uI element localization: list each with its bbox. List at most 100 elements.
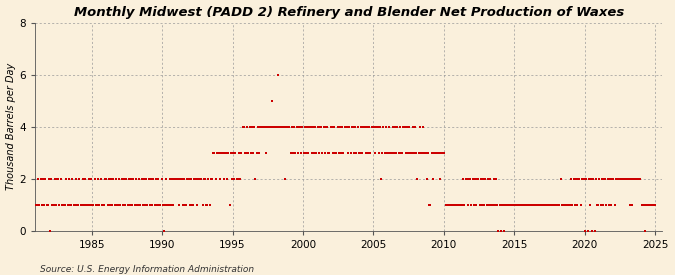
Point [379, 151, 390, 155]
Point [290, 151, 301, 155]
Point [227, 151, 238, 155]
Point [512, 203, 522, 207]
Point [492, 203, 503, 207]
Point [225, 151, 236, 155]
Point [359, 125, 370, 129]
Point [356, 125, 367, 129]
Point [635, 177, 646, 181]
Point [545, 203, 556, 207]
Point [587, 229, 597, 233]
Point [198, 177, 209, 181]
Point [630, 177, 641, 181]
Point [581, 177, 592, 181]
Point [384, 125, 395, 129]
Point [40, 177, 51, 181]
Point [256, 125, 267, 129]
Point [478, 177, 489, 181]
Point [51, 203, 61, 207]
Point [397, 151, 408, 155]
Point [477, 203, 487, 207]
Point [288, 151, 298, 155]
Point [461, 177, 472, 181]
Point [491, 177, 502, 181]
Point [641, 203, 651, 207]
Point [488, 177, 499, 181]
Point [299, 125, 310, 129]
Point [432, 151, 443, 155]
Point [33, 177, 44, 181]
Point [190, 177, 201, 181]
Point [246, 125, 257, 129]
Point [634, 177, 645, 181]
Point [48, 203, 59, 207]
Point [60, 203, 71, 207]
Point [561, 203, 572, 207]
Point [116, 177, 127, 181]
Point [70, 203, 80, 207]
Point [499, 229, 510, 233]
Point [505, 203, 516, 207]
Point [63, 177, 74, 181]
Point [162, 203, 173, 207]
Point [45, 229, 55, 233]
Point [155, 203, 166, 207]
Point [620, 177, 630, 181]
Point [493, 229, 504, 233]
Point [251, 151, 262, 155]
Point [434, 177, 445, 181]
Point [35, 177, 46, 181]
Point [494, 203, 505, 207]
Point [34, 203, 45, 207]
Point [224, 203, 235, 207]
Point [61, 177, 72, 181]
Point [608, 177, 619, 181]
Point [556, 177, 566, 181]
Point [352, 125, 363, 129]
Point [281, 125, 292, 129]
Point [205, 203, 215, 207]
Point [556, 203, 567, 207]
Point [92, 177, 103, 181]
Point [413, 151, 424, 155]
Point [551, 203, 562, 207]
Point [594, 177, 605, 181]
Point [191, 203, 202, 207]
Point [189, 177, 200, 181]
Point [387, 125, 398, 129]
Point [411, 151, 422, 155]
Point [451, 203, 462, 207]
Point [607, 177, 618, 181]
Point [497, 203, 508, 207]
Point [178, 177, 189, 181]
Point [57, 203, 68, 207]
Point [467, 177, 478, 181]
Point [286, 125, 297, 129]
Point [318, 125, 329, 129]
Point [86, 177, 97, 181]
Point [502, 203, 512, 207]
Point [573, 177, 584, 181]
Point [342, 125, 352, 129]
Point [475, 203, 485, 207]
Text: Source: U.S. Energy Information Administration: Source: U.S. Energy Information Administ… [40, 265, 254, 274]
Point [208, 151, 219, 155]
Point [429, 151, 440, 155]
Point [542, 203, 553, 207]
Point [621, 177, 632, 181]
Point [279, 177, 290, 181]
Point [588, 177, 599, 181]
Point [580, 229, 591, 233]
Point [196, 177, 207, 181]
Point [479, 203, 490, 207]
Point [553, 203, 564, 207]
Point [310, 125, 321, 129]
Point [132, 203, 142, 207]
Point [648, 203, 659, 207]
Point [344, 125, 355, 129]
Point [513, 203, 524, 207]
Point [133, 203, 144, 207]
Point [70, 177, 81, 181]
Point [483, 177, 493, 181]
Point [332, 125, 343, 129]
Point [335, 151, 346, 155]
